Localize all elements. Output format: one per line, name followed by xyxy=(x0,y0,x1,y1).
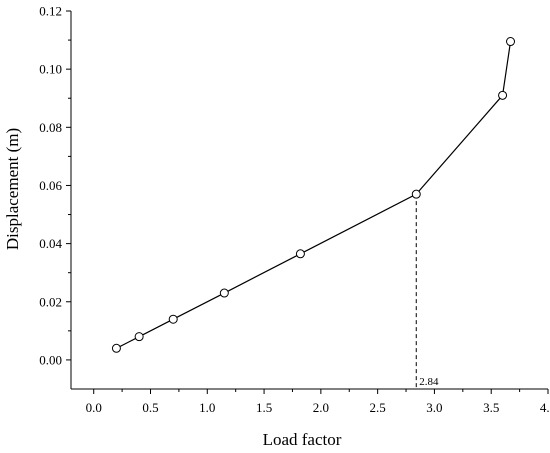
y-tick-label: 0.06 xyxy=(39,178,62,193)
data-point xyxy=(111,343,121,353)
y-tick-label: 0.10 xyxy=(39,62,62,77)
y-tick-label: 0.00 xyxy=(39,352,62,367)
x-axis-label: Load factor xyxy=(263,430,342,449)
series-line xyxy=(116,41,512,349)
data-point xyxy=(168,314,178,324)
y-tick-label: 0.04 xyxy=(39,236,62,251)
x-tick-label: 1.5 xyxy=(256,400,272,415)
x-tick-label: 3.0 xyxy=(426,400,442,415)
data-point xyxy=(506,37,516,47)
y-tick-label: 0.12 xyxy=(39,4,62,19)
data-point xyxy=(498,90,508,100)
series-layer xyxy=(111,37,516,353)
y-tick-label: 0.08 xyxy=(39,120,62,135)
data-point xyxy=(219,288,229,298)
x-tick-label: 4.0 xyxy=(540,400,550,415)
y-tick-label: 0.02 xyxy=(39,294,62,309)
x-tick-label: 0.0 xyxy=(86,400,102,415)
x-tick-label: 3.5 xyxy=(483,400,499,415)
annotations: 2.84 xyxy=(415,194,439,389)
x-axis-ticks: 0.0 0.5 1.0 1.5 2.0 2.5 3.0 3.5 4.0 xyxy=(86,389,550,415)
plot-frame xyxy=(70,11,548,390)
x-tick-label: 1.0 xyxy=(199,400,215,415)
y-axis-label: Displacement (m) xyxy=(3,128,22,250)
data-point xyxy=(295,249,305,259)
x-tick-label: 2.5 xyxy=(370,400,386,415)
annotation-label: 2.84 xyxy=(419,376,439,388)
data-point xyxy=(134,332,144,342)
x-tick-label: 0.5 xyxy=(142,400,158,415)
x-tick-label: 2.0 xyxy=(313,400,329,415)
y-axis-ticks: 0.00 0.02 0.04 0.06 0.08 0.10 0.12 xyxy=(39,4,71,367)
data-point xyxy=(411,189,421,199)
